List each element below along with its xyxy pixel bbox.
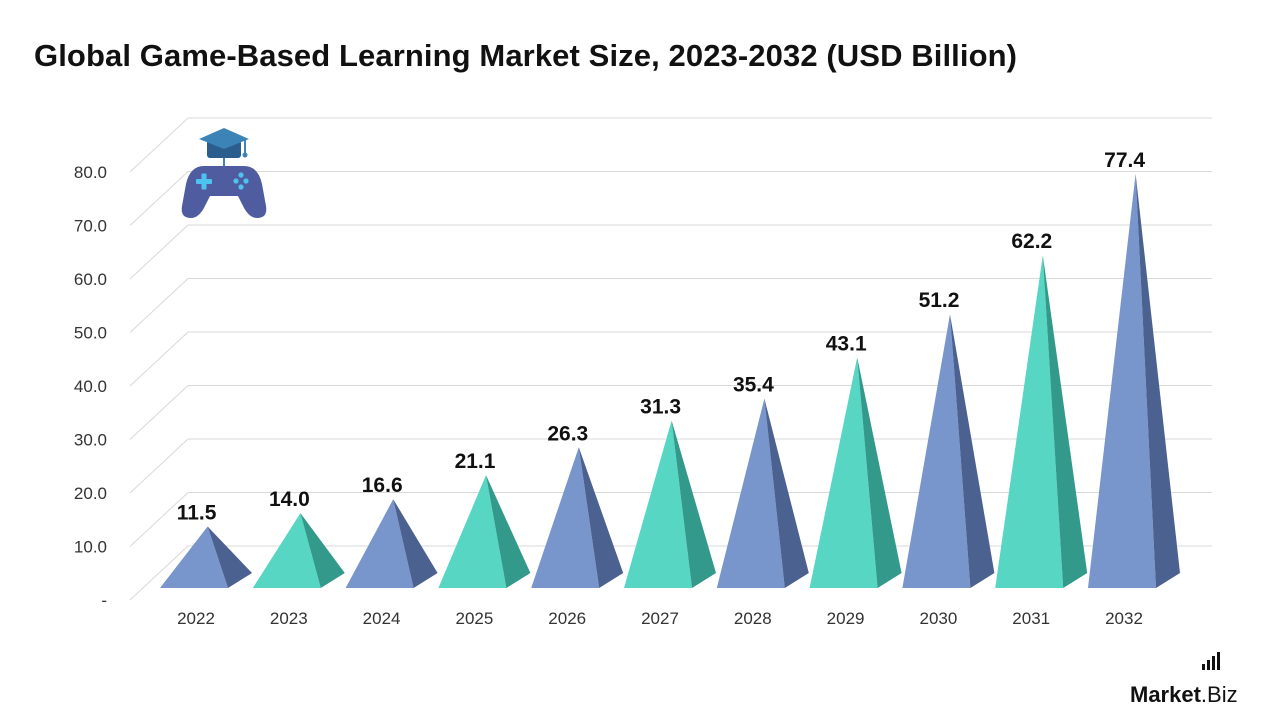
y-tick-label: 70.0 [74,217,107,236]
grid-diagonal [129,438,189,494]
chart-title: Global Game-Based Learning Market Size, … [34,38,1018,73]
pyramid-side [393,499,438,588]
grid-diagonal [129,224,189,280]
pyramid-front [1088,173,1156,588]
data-label: 16.6 [362,474,403,497]
x-tick-label: 2028 [734,609,772,628]
brand-name-suffix: .Biz [1200,682,1238,707]
y-tick-label: 10.0 [74,538,107,557]
x-tick-label: 2023 [270,609,308,628]
pyramid-front [624,420,692,588]
pyramid-front [995,255,1064,589]
x-tick-label: 2022 [177,609,215,628]
pyramid-side [1042,255,1088,589]
pyramid-front [531,447,600,588]
value-labels: 11.5 14.0 16.6 21.1 26.3 31.3 35.4 43.1 51.2 62.2… [177,149,1146,525]
y-tick-label: 30.0 [74,431,107,450]
pyramid-front [902,314,971,588]
x-tick-label: 2026 [548,609,586,628]
y-tick-label: 20.0 [74,484,107,503]
data-label: 51.2 [919,289,960,312]
data-label: 11.5 [177,501,217,524]
pyramid-front [160,526,228,588]
pyramid-side [671,420,716,588]
x-tick-label: 2027 [641,609,679,628]
x-tick-label: 2025 [455,609,493,628]
pyramid-front [252,513,321,588]
y-tick-label: 80.0 [74,163,107,182]
pyramid-side [300,513,345,588]
data-label: 43.1 [826,332,867,355]
y-axis-ticks: - 10.0 20.0 30.0 40.0 50.0 60.0 70.0 80.0 [74,163,107,610]
pyramid-side [486,475,531,588]
x-tick-label: 2029 [827,609,865,628]
data-label: 26.3 [547,422,588,445]
y-tick-label: 50.0 [74,324,107,343]
gamepad-icon [181,166,267,218]
grid-diagonal [129,171,189,226]
grid-diagonal [129,278,189,333]
data-label: 77.4 [1104,149,1145,172]
x-tick-label: 2031 [1012,609,1050,628]
x-tick-label: 2032 [1105,609,1143,628]
y-tick-label: - [101,591,107,610]
brand-name-bold: Market [1130,682,1201,707]
y-tick-label: 60.0 [74,270,107,289]
grid-diagonal [129,331,189,387]
data-label: 35.4 [733,374,774,397]
brand-logo: Market.Biz [1130,652,1260,708]
grid-diagonal [129,385,189,440]
x-tick-label: 2024 [363,609,401,628]
pyramid-side [1135,173,1180,588]
x-tick-label: 2030 [919,609,957,628]
grid-diagonal [129,545,189,601]
pyramid-side [207,526,252,588]
pyramid-front [716,398,785,588]
data-label: 31.3 [640,396,681,419]
pyramid-side [764,398,809,588]
pyramid-bars [160,173,1180,589]
pyramid-side [578,447,624,588]
graduation-cap-icon [199,128,249,166]
data-label: 62.2 [1011,230,1052,253]
pyramid-side [857,357,902,588]
pyramid-front [345,499,414,588]
pyramid-front [438,475,507,588]
data-label: 21.1 [455,450,496,473]
data-label: 14.0 [269,488,310,511]
grid-diagonal [129,117,189,173]
grid-diagonal [129,492,189,547]
x-axis-ticks: 2022 2023 2024 2025 2026 2027 2028 2029 2030 2031… [177,609,1143,628]
pyramid-front [809,357,878,588]
y-tick-label: 40.0 [74,377,107,396]
pyramid-side [950,314,995,588]
